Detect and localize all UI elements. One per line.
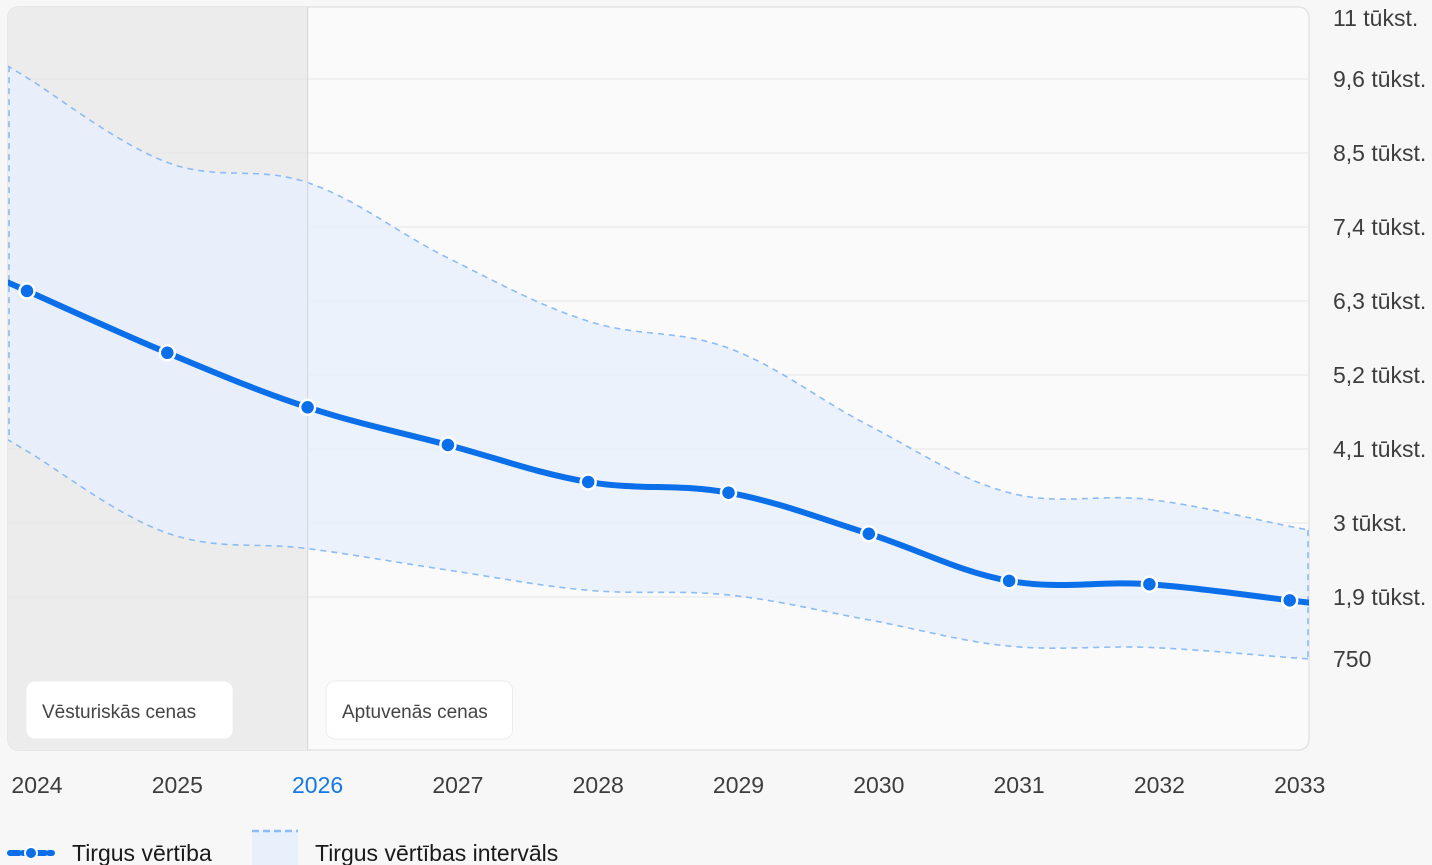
x-tick-label: 2027 <box>432 772 483 798</box>
data-point[interactable] <box>579 473 597 491</box>
x-tick-label: 2029 <box>713 772 764 798</box>
y-tick-label: 5,2 tūkst. <box>1333 362 1426 388</box>
data-point[interactable] <box>1140 575 1159 593</box>
band-upper-line <box>8 65 1309 531</box>
x-tick-label: 2031 <box>994 772 1045 798</box>
x-tick-label: 2024 <box>11 772 62 798</box>
y-tick-label: 9,6 tūkst. <box>1333 66 1426 92</box>
y-tick-label: 7,4 tūkst. <box>1333 214 1426 240</box>
data-point[interactable] <box>439 436 457 454</box>
forecast-label-box <box>325 680 513 740</box>
y-tick-label: 8,5 tūkst. <box>1333 140 1426 166</box>
y-tick-label: 1,9 tūkst. <box>1333 584 1426 610</box>
y-tick-label: 750 <box>1333 646 1371 672</box>
legend-point-swatch <box>24 846 38 860</box>
data-point[interactable] <box>719 483 738 502</box>
data-point[interactable] <box>298 398 317 417</box>
data-point[interactable] <box>158 344 177 362</box>
legend-band-swatch <box>252 830 298 865</box>
legend-item-band: Tirgus vērtības intervāls <box>252 829 558 865</box>
data-point[interactable] <box>1280 591 1299 610</box>
legend-label-band: Tirgus vērtības intervāls <box>315 840 558 865</box>
band-fill <box>8 66 1309 659</box>
y-tick-label: 4,1 tūkst. <box>1333 436 1426 462</box>
data-point[interactable] <box>1000 572 1018 590</box>
legend-item-series: Tirgus vērtība <box>7 840 212 865</box>
forecast-label: Aptuvenās cenas <box>325 680 513 740</box>
historical-label-box <box>25 680 234 740</box>
x-tick-label: 2032 <box>1134 772 1185 798</box>
x-tick-label: 2030 <box>853 772 904 798</box>
x-tick-label: 2028 <box>573 772 624 798</box>
y-tick-label: 3 tūkst. <box>1333 510 1407 536</box>
data-point[interactable] <box>18 282 36 300</box>
forecast-label-text: Aptuvenās cenas <box>342 702 488 723</box>
data-point[interactable] <box>860 525 878 543</box>
x-tick-label: 2026 <box>292 772 343 798</box>
y-tick-label: 6,3 tūkst. <box>1333 288 1426 314</box>
x-tick-label: 2025 <box>152 772 203 798</box>
x-tick-label: 2033 <box>1274 772 1325 798</box>
legend-label-series: Tirgus vērtība <box>72 840 212 865</box>
y-tick-label: 11 tūkst. <box>1333 5 1418 31</box>
historical-label: Vēsturiskās cenas <box>25 680 234 740</box>
historical-label-text: Vēsturiskās cenas <box>42 702 196 723</box>
band-lower-line <box>8 439 1309 660</box>
